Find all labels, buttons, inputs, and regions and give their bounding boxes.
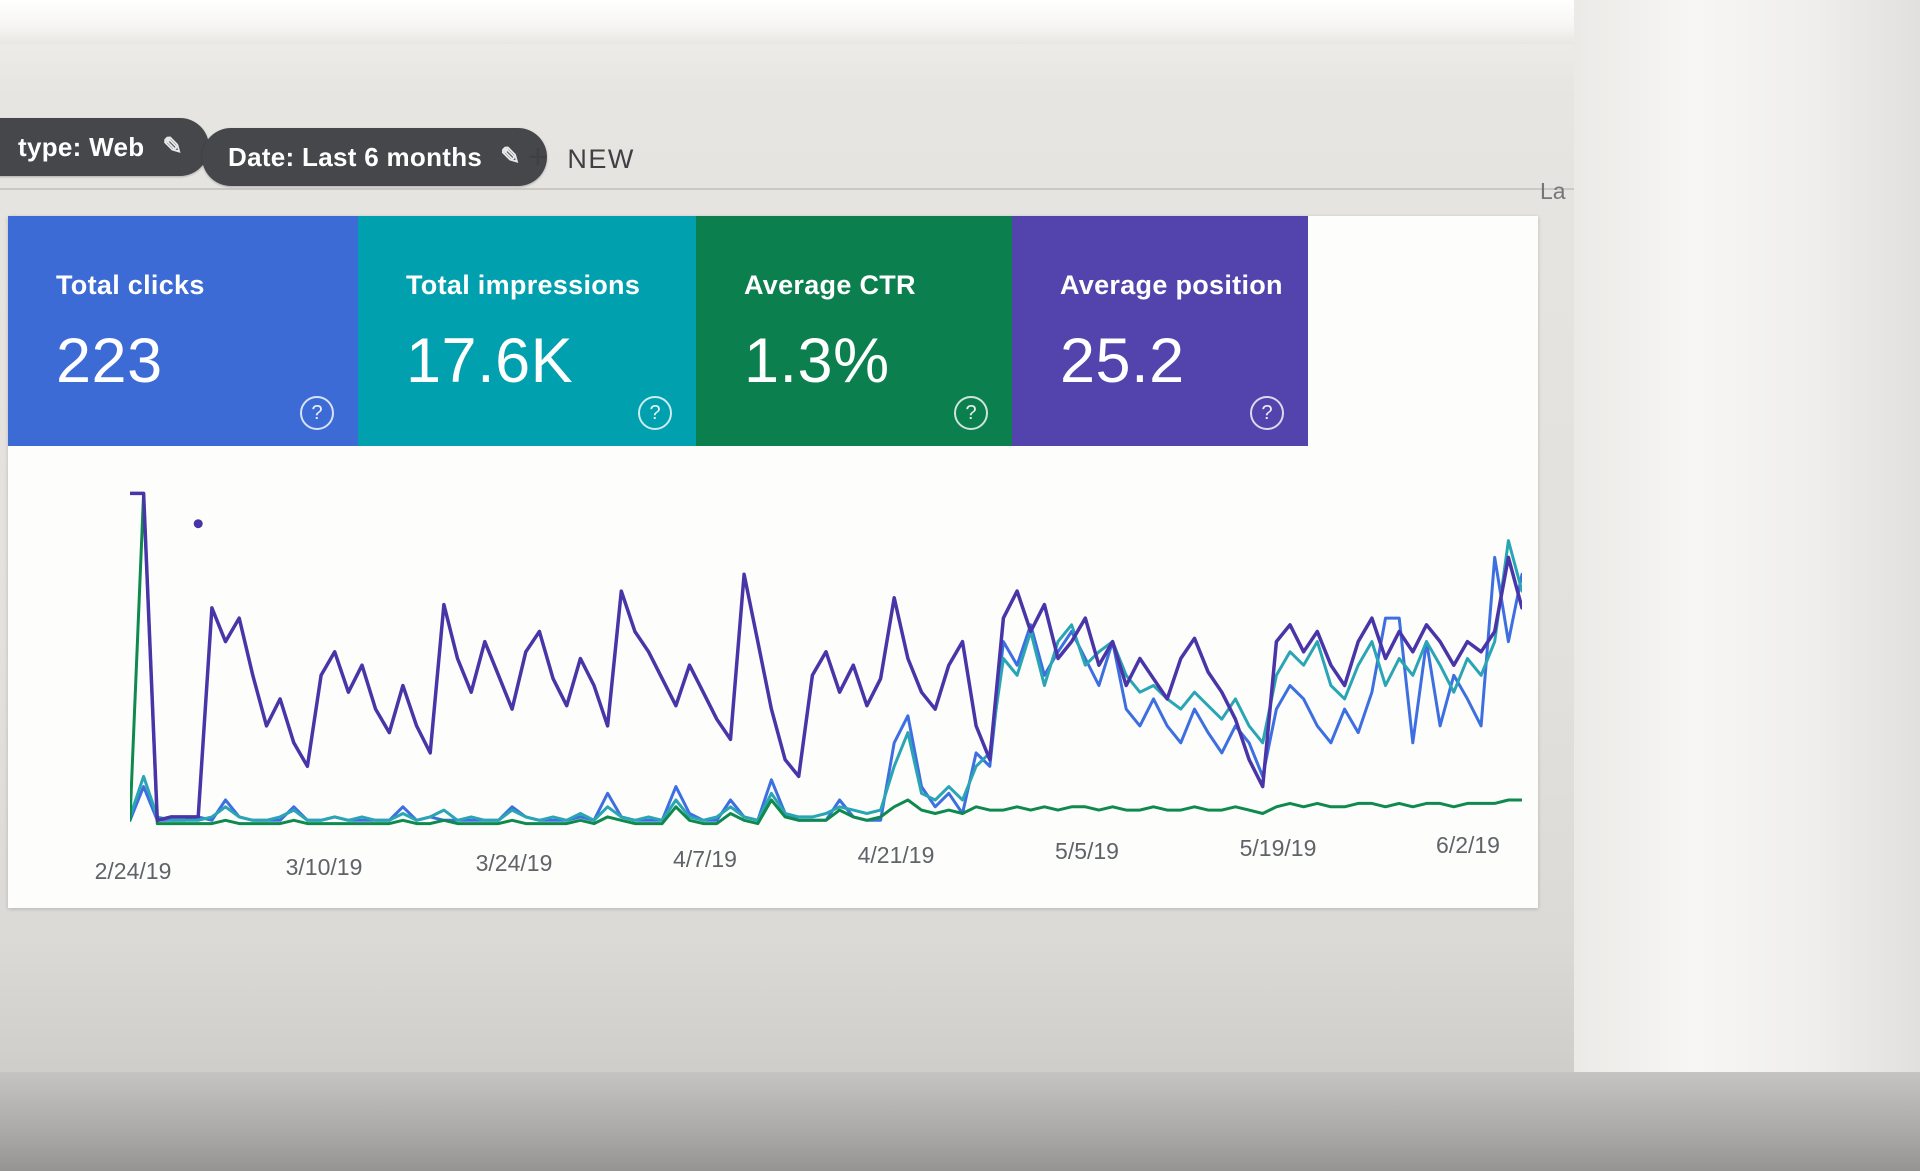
x-axis-label: 5/19/19 bbox=[1239, 835, 1317, 861]
metric-value: 1.3% bbox=[744, 326, 890, 396]
series-line-impressions bbox=[130, 539, 1522, 822]
edit-pencil-icon[interactable]: ✎ bbox=[500, 142, 521, 170]
x-axis-label: 6/2/19 bbox=[1436, 832, 1500, 858]
performance-report-panel: Total clicks 223 ? Total impressions 17.… bbox=[8, 216, 1538, 908]
metric-card-total-impressions[interactable]: Total impressions 17.6K ? bbox=[358, 216, 696, 446]
detached-data-point bbox=[193, 519, 203, 529]
filter-chip-search-type[interactable]: type: Web ✎ bbox=[0, 118, 209, 176]
filter-toolbar: type: Web ✎ Date: Last 6 months ✎ + NEW … bbox=[0, 44, 1574, 204]
bottom-bezel bbox=[0, 1072, 1920, 1171]
edit-pencil-icon[interactable]: ✎ bbox=[162, 132, 183, 160]
help-icon[interactable]: ? bbox=[954, 396, 988, 430]
x-axis-label: 4/7/19 bbox=[673, 846, 737, 872]
metric-value: 25.2 bbox=[1060, 326, 1185, 396]
help-icon[interactable]: ? bbox=[1250, 396, 1284, 430]
chart-section bbox=[130, 484, 1522, 829]
plus-icon: + bbox=[528, 138, 550, 176]
metric-card-total-clicks[interactable]: Total clicks 223 ? bbox=[8, 216, 358, 446]
x-axis-label: 2/24/19 bbox=[94, 858, 172, 884]
x-axis-label: 5/5/19 bbox=[1055, 838, 1119, 864]
metric-label: Total impressions bbox=[406, 270, 641, 300]
metric-label: Average position bbox=[1060, 270, 1283, 300]
filter-chip-date-label: Date: Last 6 months bbox=[228, 141, 483, 172]
series-line-ctr bbox=[130, 491, 1522, 826]
metric-card-average-ctr[interactable]: Average CTR 1.3% ? bbox=[696, 216, 1012, 446]
new-filter-label: NEW bbox=[567, 144, 635, 174]
help-icon[interactable]: ? bbox=[300, 396, 334, 430]
filter-chip-type-label: type: Web bbox=[18, 131, 145, 162]
x-axis-label: 4/21/19 bbox=[857, 842, 935, 868]
metric-label: Total clicks bbox=[56, 270, 205, 300]
right-bezel bbox=[1574, 0, 1920, 1171]
help-icon[interactable]: ? bbox=[638, 396, 672, 430]
metric-label: Average CTR bbox=[744, 270, 916, 300]
new-filter-button[interactable]: + NEW bbox=[528, 138, 635, 179]
metric-value: 223 bbox=[56, 326, 163, 396]
metric-value: 17.6K bbox=[406, 326, 574, 396]
x-axis-label: 3/10/19 bbox=[285, 854, 363, 880]
x-axis-label: 3/24/19 bbox=[475, 850, 553, 876]
x-axis: 2/24/19 3/10/19 3/24/19 4/7/19 4/21/19 5… bbox=[8, 216, 1538, 908]
performance-chart[interactable] bbox=[130, 484, 1522, 829]
metric-card-average-position[interactable]: Average position 25.2 ? bbox=[1012, 216, 1308, 446]
metric-cards-row: Total clicks 223 ? Total impressions 17.… bbox=[8, 216, 1538, 446]
series-line-position bbox=[130, 491, 1522, 823]
partial-text-last-updated: La bbox=[1540, 178, 1566, 204]
filter-chip-date-range[interactable]: Date: Last 6 months ✎ bbox=[202, 128, 547, 186]
